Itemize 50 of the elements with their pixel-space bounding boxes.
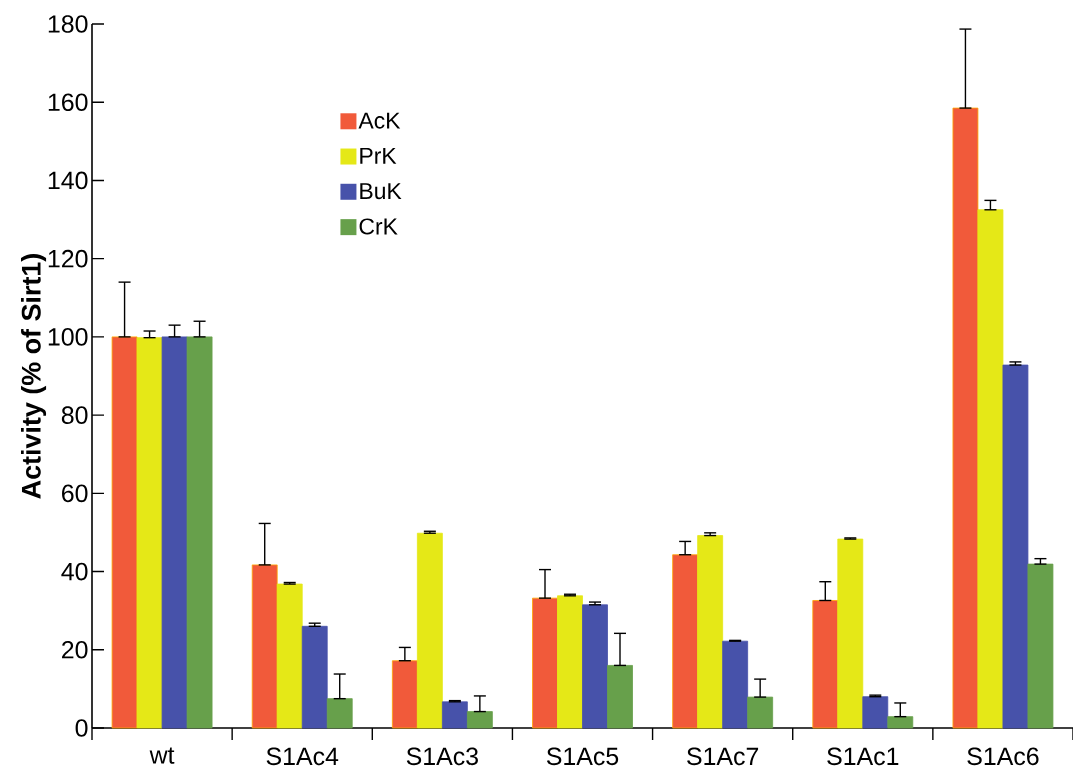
bar (887, 716, 914, 729)
bar (466, 711, 493, 729)
bar (607, 665, 633, 729)
bar (251, 564, 278, 729)
y-axis-title: Activity (% of Sirt1) (21, 254, 47, 499)
bar (326, 698, 353, 729)
x-tick-label: S1Ac4 (266, 747, 339, 766)
bar (862, 696, 889, 729)
x-tick-label: wt (149, 747, 175, 764)
bar (136, 337, 163, 729)
x-tick-label: S1Ac7 (687, 747, 759, 766)
bar (747, 696, 774, 729)
bar (441, 701, 468, 729)
bar (1002, 364, 1029, 729)
bar (1027, 563, 1054, 729)
bar (722, 640, 749, 729)
x-tick-label: S1Ac6 (967, 747, 1039, 766)
bar (952, 107, 979, 729)
bar (416, 532, 443, 729)
bar (301, 625, 328, 729)
bar (582, 604, 608, 729)
bar (276, 583, 303, 729)
bar (532, 597, 558, 729)
y-tick-label: 180 (48, 15, 88, 33)
bar (186, 336, 213, 729)
bar (837, 538, 864, 729)
x-tick-label: S1Ac5 (546, 747, 619, 766)
bar (672, 554, 699, 729)
bar (111, 336, 138, 729)
y-tick-label: 20 (62, 640, 88, 659)
legend-label: BuK (360, 183, 402, 200)
bar (977, 209, 1004, 729)
legend-label: AcK (358, 112, 401, 129)
y-tick-label: 80 (61, 406, 88, 424)
bar (697, 535, 724, 729)
x-tick-label: S1Ac1 (827, 747, 899, 766)
y-tick-label: 0 (75, 719, 88, 737)
legend-label: PrK (360, 147, 397, 164)
x-tick-label: S1Ac3 (406, 747, 478, 766)
bar (812, 600, 839, 729)
y-tick-label: 160 (48, 93, 88, 112)
y-tick-label: 60 (62, 484, 88, 503)
bar (557, 595, 583, 729)
legend-label: CrK (359, 218, 398, 235)
y-tick-label: 40 (61, 562, 88, 581)
y-tick-label: 100 (48, 328, 88, 346)
y-tick-label: 140 (48, 171, 88, 190)
bar (161, 336, 188, 729)
bar (391, 660, 418, 729)
y-tick-label: 120 (48, 249, 88, 268)
